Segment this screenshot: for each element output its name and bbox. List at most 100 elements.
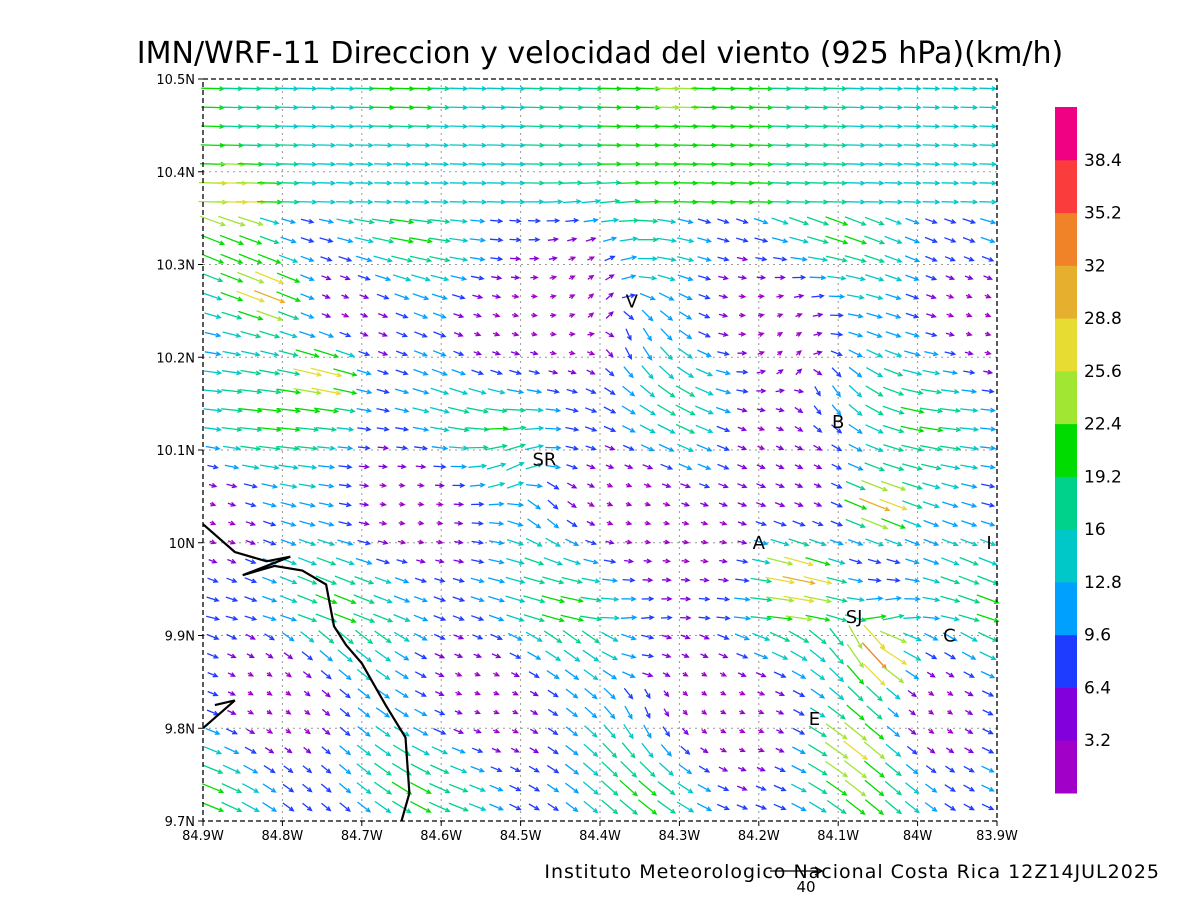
- wind-vector: [581, 198, 602, 204]
- wind-vector: [981, 690, 995, 697]
- wind-vector: [979, 199, 998, 205]
- colorbar-label: 38.4: [1084, 151, 1122, 171]
- wind-vector: [846, 643, 864, 669]
- wind-vector: [926, 313, 937, 319]
- wind-vector: [901, 444, 924, 452]
- wind-vector: [453, 501, 465, 507]
- wind-vector: [489, 784, 504, 792]
- wind-vector: [866, 685, 883, 702]
- wind-vector: [582, 781, 599, 795]
- wind-vector: [491, 747, 502, 753]
- wind-vector: [718, 293, 729, 299]
- wind-vector: [657, 274, 676, 282]
- wind-vector: [472, 294, 484, 300]
- wind-vector: [866, 705, 883, 720]
- wind-vector: [641, 596, 655, 602]
- wind-vector: [529, 747, 540, 754]
- wind-vector: [867, 577, 882, 583]
- wind-vector: [922, 199, 941, 205]
- colorbar-segment: [1055, 581, 1077, 636]
- wind-vector: [924, 236, 938, 243]
- wind-vector: [845, 480, 866, 491]
- wind-vector: [258, 388, 282, 395]
- wind-vector: [903, 86, 922, 92]
- wind-vector: [586, 464, 596, 470]
- wind-vector: [428, 237, 452, 244]
- wind-vector: [201, 123, 226, 129]
- lat-tick-label: 10.1N: [156, 444, 195, 459]
- colorbar-segment: [1055, 107, 1077, 161]
- wind-vector: [374, 630, 392, 644]
- wind-vector: [736, 369, 749, 375]
- wind-vector: [980, 426, 997, 432]
- wind-vector: [928, 690, 935, 696]
- wind-vector: [226, 633, 238, 640]
- wind-vector: [473, 312, 483, 318]
- wind-vector: [886, 577, 901, 583]
- wind-vector: [981, 483, 996, 489]
- wind-vector: [257, 253, 282, 264]
- wind-vector: [313, 348, 340, 359]
- wind-vector: [356, 388, 373, 395]
- wind-vector: [884, 538, 903, 547]
- wind-vector: [583, 800, 599, 814]
- wind-vector: [738, 293, 747, 299]
- wind-vector: [829, 539, 844, 546]
- wind-vector: [335, 557, 355, 566]
- wind-vector: [221, 783, 243, 794]
- wind-vector: [795, 313, 803, 318]
- wind-vector: [394, 577, 410, 584]
- wind-vector: [736, 256, 749, 262]
- wind-vector: [865, 424, 884, 434]
- wind-vector: [320, 670, 332, 680]
- wind-vector: [697, 218, 712, 224]
- wind-vector: [488, 614, 505, 622]
- wind-vector: [641, 615, 655, 621]
- wind-vector: [900, 425, 925, 433]
- wind-vector: [221, 801, 243, 813]
- wind-vector: [449, 86, 469, 92]
- wind-vector: [808, 801, 827, 813]
- wind-vector: [245, 558, 257, 565]
- wind-vector: [864, 462, 886, 472]
- wind-vector: [506, 539, 525, 546]
- wind-vector: [486, 180, 507, 186]
- wind-vector: [961, 651, 977, 660]
- wind-vector: [903, 161, 922, 167]
- wind-vector: [206, 596, 220, 603]
- wind-vector: [808, 744, 828, 757]
- wind-vector: [807, 123, 829, 129]
- wind-vector: [718, 653, 729, 659]
- wind-vector: [981, 388, 995, 394]
- lon-tick-label: 83.9W: [976, 829, 1018, 844]
- wind-vector: [717, 237, 730, 243]
- wind-vector: [546, 218, 561, 224]
- wind-vector: [221, 407, 244, 414]
- wind-vector: [303, 746, 312, 754]
- wind-vector: [239, 86, 263, 92]
- wind-vector: [644, 539, 652, 545]
- wind-vector: [792, 746, 806, 754]
- wind-vector: [642, 672, 654, 678]
- wind-vector: [545, 537, 562, 547]
- wind-vector: [506, 614, 525, 622]
- wind-vector: [526, 483, 544, 489]
- wind-vector: [205, 727, 221, 735]
- wind-vector: [717, 351, 730, 357]
- wind-vector: [737, 275, 748, 281]
- wind-vector: [792, 520, 806, 527]
- wind-vector: [771, 651, 789, 660]
- wind-vector: [964, 747, 975, 754]
- wind-vector: [768, 180, 792, 186]
- wind-vector: [903, 199, 922, 205]
- wind-vector: [809, 707, 826, 718]
- wind-vector: [681, 558, 691, 564]
- lat-tick-label: 9.8N: [165, 722, 195, 737]
- wind-vector: [304, 709, 311, 716]
- wind-vector: [979, 161, 998, 167]
- wind-vector: [244, 746, 257, 754]
- wind-vector: [924, 350, 939, 357]
- wind-vector: [979, 86, 998, 92]
- wind-vector: [845, 142, 866, 148]
- place-label: A: [753, 533, 766, 554]
